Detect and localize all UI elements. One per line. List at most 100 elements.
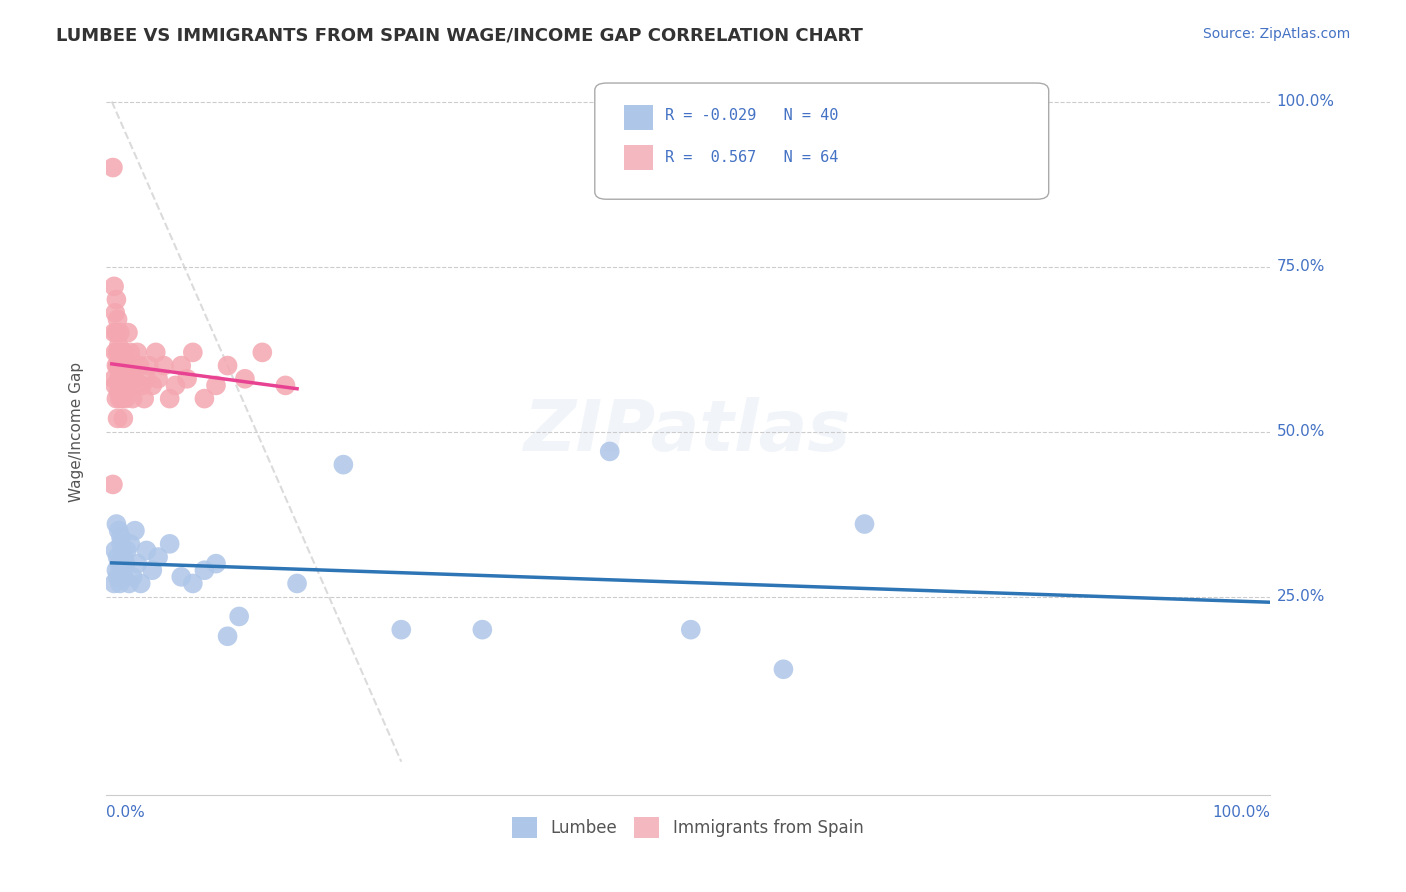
Point <box>193 392 215 406</box>
Point <box>108 576 131 591</box>
Point <box>110 537 132 551</box>
Point <box>104 378 127 392</box>
Point <box>389 623 412 637</box>
Point <box>252 345 274 359</box>
Point <box>103 372 125 386</box>
Point <box>193 563 215 577</box>
Point <box>104 345 127 359</box>
Point <box>108 326 131 340</box>
Point <box>135 372 157 386</box>
Point <box>679 623 702 637</box>
Text: Source: ZipAtlas.com: Source: ZipAtlas.com <box>1202 27 1350 41</box>
Point <box>285 576 308 591</box>
Point <box>110 530 132 544</box>
Point <box>233 372 256 386</box>
Point <box>274 378 297 392</box>
Text: ZIPatlas: ZIPatlas <box>524 397 852 467</box>
Point <box>103 576 125 591</box>
Text: R = -0.029   N = 40: R = -0.029 N = 40 <box>665 108 838 123</box>
Point <box>114 378 136 392</box>
Point <box>107 372 129 386</box>
Point <box>138 359 160 373</box>
Point <box>332 458 354 472</box>
Text: 0.0%: 0.0% <box>105 805 145 820</box>
Text: 75.0%: 75.0% <box>1277 259 1324 274</box>
Point <box>853 516 876 531</box>
Point <box>145 345 167 359</box>
Point <box>112 570 135 584</box>
Point <box>115 359 138 373</box>
Point <box>105 392 128 406</box>
Point <box>114 372 136 386</box>
Point <box>134 392 156 406</box>
FancyBboxPatch shape <box>624 145 652 170</box>
Text: 25.0%: 25.0% <box>1277 589 1324 604</box>
Point <box>111 359 134 373</box>
Point <box>117 326 139 340</box>
Point <box>103 326 125 340</box>
Point <box>107 570 129 584</box>
Point <box>121 392 143 406</box>
Point <box>170 570 193 584</box>
Point <box>121 570 143 584</box>
Point <box>112 359 135 373</box>
Text: LUMBEE VS IMMIGRANTS FROM SPAIN WAGE/INCOME GAP CORRELATION CHART: LUMBEE VS IMMIGRANTS FROM SPAIN WAGE/INC… <box>56 27 863 45</box>
Point <box>141 563 163 577</box>
Point <box>228 609 250 624</box>
Point <box>107 345 129 359</box>
Point <box>120 359 142 373</box>
Point <box>107 549 129 564</box>
Point <box>107 339 129 353</box>
Point <box>118 372 141 386</box>
Point <box>217 629 239 643</box>
Point <box>122 378 145 392</box>
Point <box>135 543 157 558</box>
Point <box>112 372 135 386</box>
Point <box>772 662 794 676</box>
Point <box>110 378 132 392</box>
Point <box>111 563 134 577</box>
Point <box>105 516 128 531</box>
Point <box>105 563 128 577</box>
Point <box>105 293 128 307</box>
Point <box>115 543 138 558</box>
Legend: Lumbee, Immigrants from Spain: Lumbee, Immigrants from Spain <box>506 811 870 845</box>
Point <box>111 392 134 406</box>
Point <box>165 378 187 392</box>
Point <box>129 576 152 591</box>
Point <box>131 378 153 392</box>
Point <box>127 345 149 359</box>
Point <box>118 576 141 591</box>
Point <box>107 359 129 373</box>
Point <box>146 372 169 386</box>
Point <box>146 549 169 564</box>
Point <box>176 372 198 386</box>
Point <box>107 524 129 538</box>
Point <box>105 359 128 373</box>
Point <box>205 378 228 392</box>
Point <box>115 378 138 392</box>
Point <box>120 537 142 551</box>
Point <box>104 306 127 320</box>
Point <box>108 392 131 406</box>
Point <box>170 359 193 373</box>
Point <box>101 477 124 491</box>
Point <box>110 345 132 359</box>
Point <box>159 537 181 551</box>
Point <box>153 359 176 373</box>
Point <box>181 345 204 359</box>
Point <box>217 359 239 373</box>
Point <box>114 345 136 359</box>
Point <box>181 576 204 591</box>
Point <box>101 161 124 175</box>
Point <box>107 411 129 425</box>
Point <box>124 372 146 386</box>
FancyBboxPatch shape <box>595 83 1049 199</box>
Point <box>114 392 136 406</box>
Point <box>110 372 132 386</box>
Point <box>112 549 135 564</box>
Point <box>471 623 494 637</box>
Point <box>128 359 150 373</box>
Point <box>114 557 136 571</box>
Point <box>107 312 129 326</box>
